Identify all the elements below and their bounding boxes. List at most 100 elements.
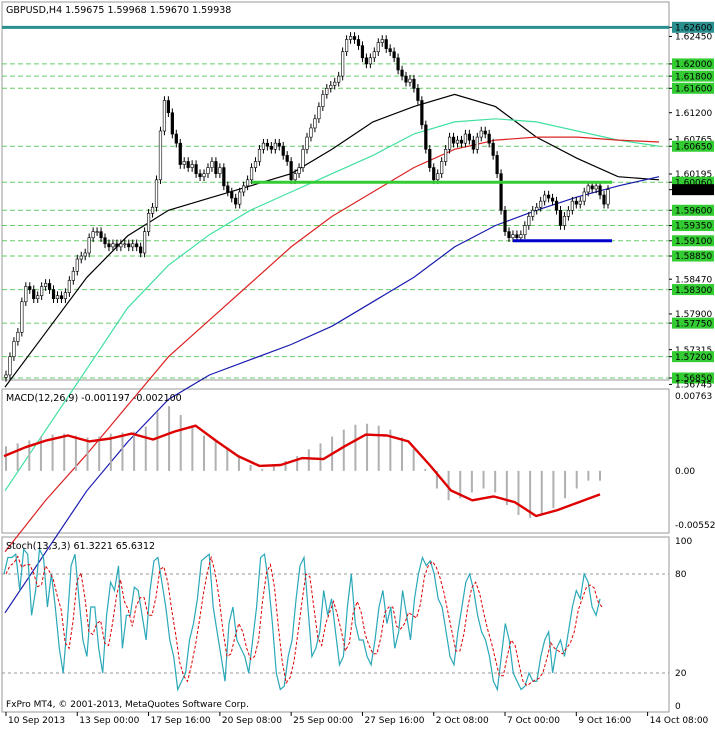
candle-body	[440, 161, 444, 174]
candle-body	[297, 167, 301, 174]
candle-body	[515, 234, 519, 239]
price-label: 1.59600	[675, 206, 712, 216]
candle-body	[455, 139, 460, 144]
candle-body	[111, 243, 115, 248]
candle-body	[119, 243, 123, 248]
price-label-box	[672, 284, 714, 296]
price-label: 1.60650	[675, 142, 712, 152]
candle-body	[143, 231, 147, 254]
price-label: 1.59350	[675, 222, 712, 232]
time-axis-label: 10 Sep 2013	[8, 716, 65, 726]
candle-body	[55, 295, 60, 300]
candle-body	[416, 88, 420, 101]
price-label: 1.57750	[675, 319, 712, 329]
candle-body	[127, 243, 131, 248]
candle-body	[396, 57, 400, 71]
candle-body	[594, 185, 598, 190]
candle-body	[539, 200, 543, 208]
candle-body	[198, 173, 202, 178]
stoch-main-line	[3, 547, 601, 692]
price-label-box	[672, 235, 714, 247]
time-axis-label: 2 Oct 08:00	[436, 716, 489, 726]
candle-body	[135, 243, 139, 248]
candle-body	[131, 243, 135, 248]
candle-body	[507, 231, 511, 239]
price-label-box	[672, 351, 714, 363]
candle-body	[562, 216, 567, 226]
candle-body	[206, 167, 210, 174]
price-label: 1.62600	[675, 24, 712, 34]
price-label: 1.56850	[675, 374, 712, 384]
candle-body	[499, 173, 503, 211]
candle-body	[301, 148, 305, 168]
candle-body	[550, 197, 555, 202]
stoch-axis-label: 100	[675, 537, 692, 547]
candle-body	[289, 161, 293, 181]
stochastic-panel: 100 80 20 0	[2, 537, 692, 712]
candle-body	[503, 209, 507, 232]
candle-body	[222, 167, 226, 187]
candle-body	[166, 100, 170, 114]
candle-body	[238, 191, 242, 205]
macd-panel-frame	[1, 388, 670, 534]
price-label: 1.61800	[675, 72, 712, 82]
time-axis-label: 20 Sep 08:00	[222, 716, 282, 726]
candle-body	[570, 200, 574, 211]
candle-body	[582, 191, 586, 202]
price-label: 1.58470	[675, 275, 712, 285]
candle-body	[139, 246, 143, 254]
candle-body	[265, 142, 269, 147]
time-axis-label: 25 Sep 00:00	[293, 716, 353, 726]
candle-body	[313, 118, 317, 129]
candle-body	[463, 133, 468, 144]
candle-body	[368, 57, 372, 65]
candle-body	[59, 295, 64, 300]
candle-body	[40, 286, 44, 296]
candle-body	[408, 78, 412, 83]
candle-body	[277, 142, 281, 147]
candle-body	[546, 194, 551, 199]
price-label: 1.57200	[675, 353, 712, 363]
candle-body	[531, 209, 535, 217]
candle-body	[16, 331, 20, 342]
candle-body	[329, 84, 333, 89]
candle-body	[44, 283, 48, 287]
price-label: 1.60060	[675, 178, 712, 188]
candle-body	[333, 81, 337, 86]
stoch-axis-label: 80	[675, 570, 687, 580]
candle-body	[356, 39, 361, 46]
candle-body	[28, 286, 32, 290]
price-label-box	[672, 140, 714, 152]
moving-average-line-1	[4, 118, 660, 492]
candle-body	[273, 142, 277, 150]
time-axis-label: 17 Sep 16:00	[151, 716, 211, 726]
price-label-box	[672, 184, 714, 196]
candle-body	[317, 106, 321, 120]
candle-body	[606, 189, 610, 205]
candle-body	[249, 167, 254, 181]
candle-body	[598, 185, 602, 196]
candle-body	[174, 133, 178, 144]
candle-body	[436, 173, 440, 181]
candle-body	[321, 94, 325, 107]
price-label: 1.59938	[675, 186, 712, 196]
candle-body	[566, 209, 570, 217]
candle-body	[467, 133, 471, 141]
candle-body	[380, 39, 384, 43]
candle-body	[162, 100, 167, 132]
candle-body	[543, 194, 547, 202]
stoch-axis-label: 0	[675, 702, 681, 712]
candle-body	[32, 289, 36, 300]
candle-body	[487, 133, 491, 144]
candle-body	[242, 185, 246, 193]
candle-body	[150, 206, 155, 214]
time-axis: 10 Sep 2013 13 Sep 00:00 17 Sep 16:00 20 Se…	[5, 712, 709, 726]
candle-body	[341, 51, 345, 77]
candle-body	[527, 216, 531, 226]
time-axis-label: 7 Oct 00:00	[507, 716, 560, 726]
candle-body	[115, 243, 119, 248]
price-label-box	[672, 317, 714, 329]
main-panel-frame	[1, 1, 670, 381]
candle-body	[376, 42, 380, 53]
